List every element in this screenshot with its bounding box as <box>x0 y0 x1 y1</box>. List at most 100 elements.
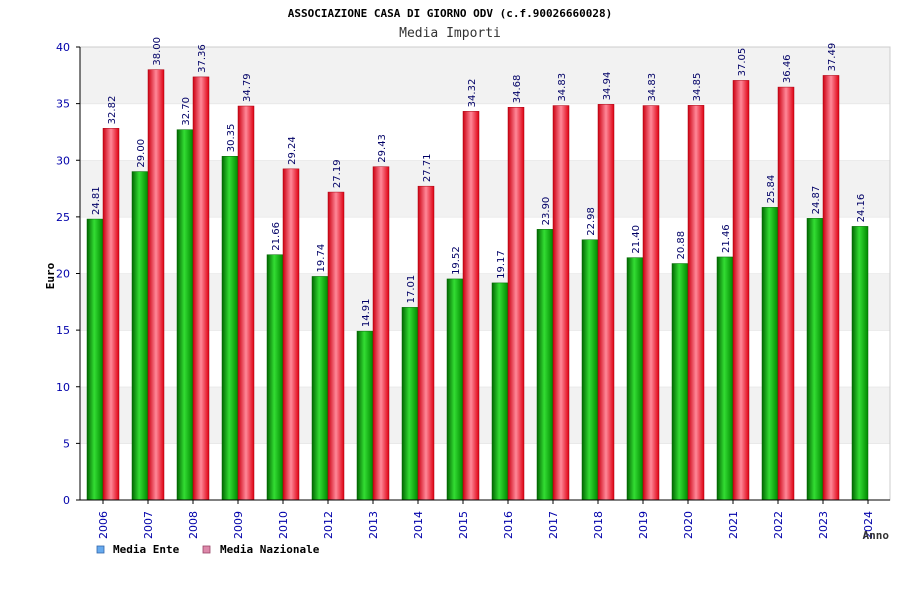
data-label-media-ente-2013: 14.91 <box>361 299 372 328</box>
data-label-media-ente-2021: 21.46 <box>721 224 732 253</box>
x-tick-label-2020: 2020 <box>682 511 695 539</box>
data-label-media-nazionale-2010: 29.24 <box>287 136 298 165</box>
chart-subtitle: Media Importi <box>399 26 501 41</box>
data-label-media-nazionale-2012: 27.19 <box>332 159 343 188</box>
legend-label-media-ente: Media Ente <box>113 543 180 556</box>
data-label-media-ente-2024: 24.16 <box>856 194 867 223</box>
bar-media-nazionale-2009 <box>237 105 255 501</box>
data-label-media-ente-2020: 20.88 <box>676 231 687 260</box>
x-tick-label-2010: 2010 <box>277 511 290 539</box>
data-label-media-ente-2010: 21.66 <box>271 222 282 251</box>
x-axis: 2006 2007 2008 2009 2010 2012 2013 2014 2015 2016… <box>80 499 890 539</box>
bar-media-nazionale-2008 <box>192 76 210 501</box>
bar-media-nazionale-2017 <box>552 105 570 501</box>
bar-media-nazionale-2018 <box>597 104 615 501</box>
grid-band <box>80 160 890 217</box>
data-label-media-nazionale-2020: 34.85 <box>692 73 703 102</box>
data-label-media-ente-2009: 30.35 <box>226 124 237 153</box>
x-tick-label-2018: 2018 <box>592 511 605 539</box>
bar-media-ente-2010 <box>266 254 284 501</box>
legend-label-media-nazionale: Media Nazionale <box>220 543 320 556</box>
x-tick-label-2007: 2007 <box>142 511 155 539</box>
data-label-media-nazionale-2019: 34.83 <box>647 73 658 102</box>
legend-swatch-media-ente <box>96 545 105 554</box>
data-label-media-nazionale-2015: 34.32 <box>467 79 478 108</box>
x-tick-label-2009: 2009 <box>232 511 245 539</box>
bar-media-ente-2006 <box>86 218 104 501</box>
bar-media-nazionale-2006 <box>102 128 120 501</box>
bar-media-ente-2024 <box>851 226 869 501</box>
data-label-media-ente-2023: 24.87 <box>811 186 822 215</box>
data-label-media-nazionale-2017: 34.83 <box>557 73 568 102</box>
chart-title: ASSOCIAZIONE CASA DI GIORNO ODV (c.f.900… <box>288 7 613 20</box>
bar-media-nazionale-2010 <box>282 168 300 501</box>
data-label-media-ente-2022: 25.84 <box>766 175 777 204</box>
bar-media-nazionale-2021 <box>732 80 750 501</box>
x-tick-label-2022: 2022 <box>772 511 785 539</box>
data-label-media-nazionale-2008: 37.36 <box>197 44 208 73</box>
data-label-media-nazionale-2022: 36.46 <box>782 54 793 83</box>
y-axis: 0 5 10 15 20 25 30 35 40 <box>56 41 81 507</box>
bar-media-ente-2008 <box>176 129 194 501</box>
data-label-media-ente-2018: 22.98 <box>586 207 597 236</box>
bar-media-ente-2013 <box>356 330 374 501</box>
x-tick-label-2019: 2019 <box>637 511 650 539</box>
data-label-media-nazionale-2018: 34.94 <box>602 72 613 101</box>
grid-band <box>80 47 890 104</box>
grid-band <box>80 103 890 161</box>
y-tick-label: 25 <box>56 211 70 224</box>
bar-media-nazionale-2015 <box>462 111 480 501</box>
y-tick-label: 15 <box>56 324 70 337</box>
bars: 24.81 32.82 29.00 38.00 32.70 37.36 30.35 34.79… <box>86 37 869 501</box>
x-tick-label-2015: 2015 <box>457 511 470 539</box>
y-tick-label: 10 <box>56 381 70 394</box>
y-tick-label: 35 <box>56 98 70 111</box>
data-label-media-nazionale-2014: 27.71 <box>422 154 433 183</box>
y-tick-label: 30 <box>56 154 70 167</box>
x-tick-label-2008: 2008 <box>187 511 200 539</box>
data-label-media-nazionale-2013: 29.43 <box>377 134 388 163</box>
legend: Media Ente Media Nazionale <box>96 543 320 556</box>
data-label-media-ente-2007: 29.00 <box>136 139 147 168</box>
x-tick-label-2012: 2012 <box>322 511 335 539</box>
bar-media-nazionale-2014 <box>417 185 435 501</box>
data-label-media-nazionale-2016: 34.68 <box>512 75 523 104</box>
y-tick-label: 5 <box>63 437 70 450</box>
grid-band <box>80 386 890 444</box>
y-axis-label: Euro <box>44 262 57 289</box>
x-tick-label-2024: 2024 <box>862 511 875 539</box>
data-label-media-nazionale-2009: 34.79 <box>242 73 253 102</box>
data-label-media-ente-2016: 19.17 <box>496 250 507 279</box>
bar-media-ente-2023 <box>806 218 824 501</box>
bar-media-ente-2012 <box>311 276 329 501</box>
legend-swatch-media-nazionale <box>202 545 211 554</box>
bar-media-nazionale-2022 <box>777 86 795 501</box>
x-tick-label-2016: 2016 <box>502 511 515 539</box>
grid-band <box>80 330 890 387</box>
bar-media-nazionale-2007 <box>147 69 165 501</box>
y-tick-label: 20 <box>56 268 70 281</box>
data-label-media-ente-2017: 23.90 <box>541 197 552 226</box>
bar-media-nazionale-2019 <box>642 105 660 501</box>
grid-band <box>80 443 890 500</box>
bar-media-ente-2016 <box>491 282 509 501</box>
x-tick-label-2013: 2013 <box>367 511 380 539</box>
data-label-media-ente-2019: 21.40 <box>631 225 642 254</box>
x-tick-label-2017: 2017 <box>547 511 560 539</box>
x-tick-label-2023: 2023 <box>817 511 830 539</box>
bar-media-ente-2020 <box>671 263 689 501</box>
data-label-media-nazionale-2021: 37.05 <box>737 48 748 77</box>
data-label-media-ente-2006: 24.81 <box>91 186 102 215</box>
grid-band <box>80 216 890 274</box>
bar-media-ente-2009 <box>221 156 239 501</box>
bar-media-nazionale-2012 <box>327 191 345 501</box>
bar-media-ente-2015 <box>446 278 464 501</box>
bar-media-ente-2007 <box>131 171 149 501</box>
x-tick-label-2021: 2021 <box>727 511 740 539</box>
data-label-media-ente-2014: 17.01 <box>406 275 417 304</box>
bar-media-nazionale-2016 <box>507 106 525 501</box>
bar-media-nazionale-2023 <box>822 75 840 501</box>
bar-media-nazionale-2013 <box>372 166 390 501</box>
bar-media-ente-2014 <box>401 307 419 501</box>
